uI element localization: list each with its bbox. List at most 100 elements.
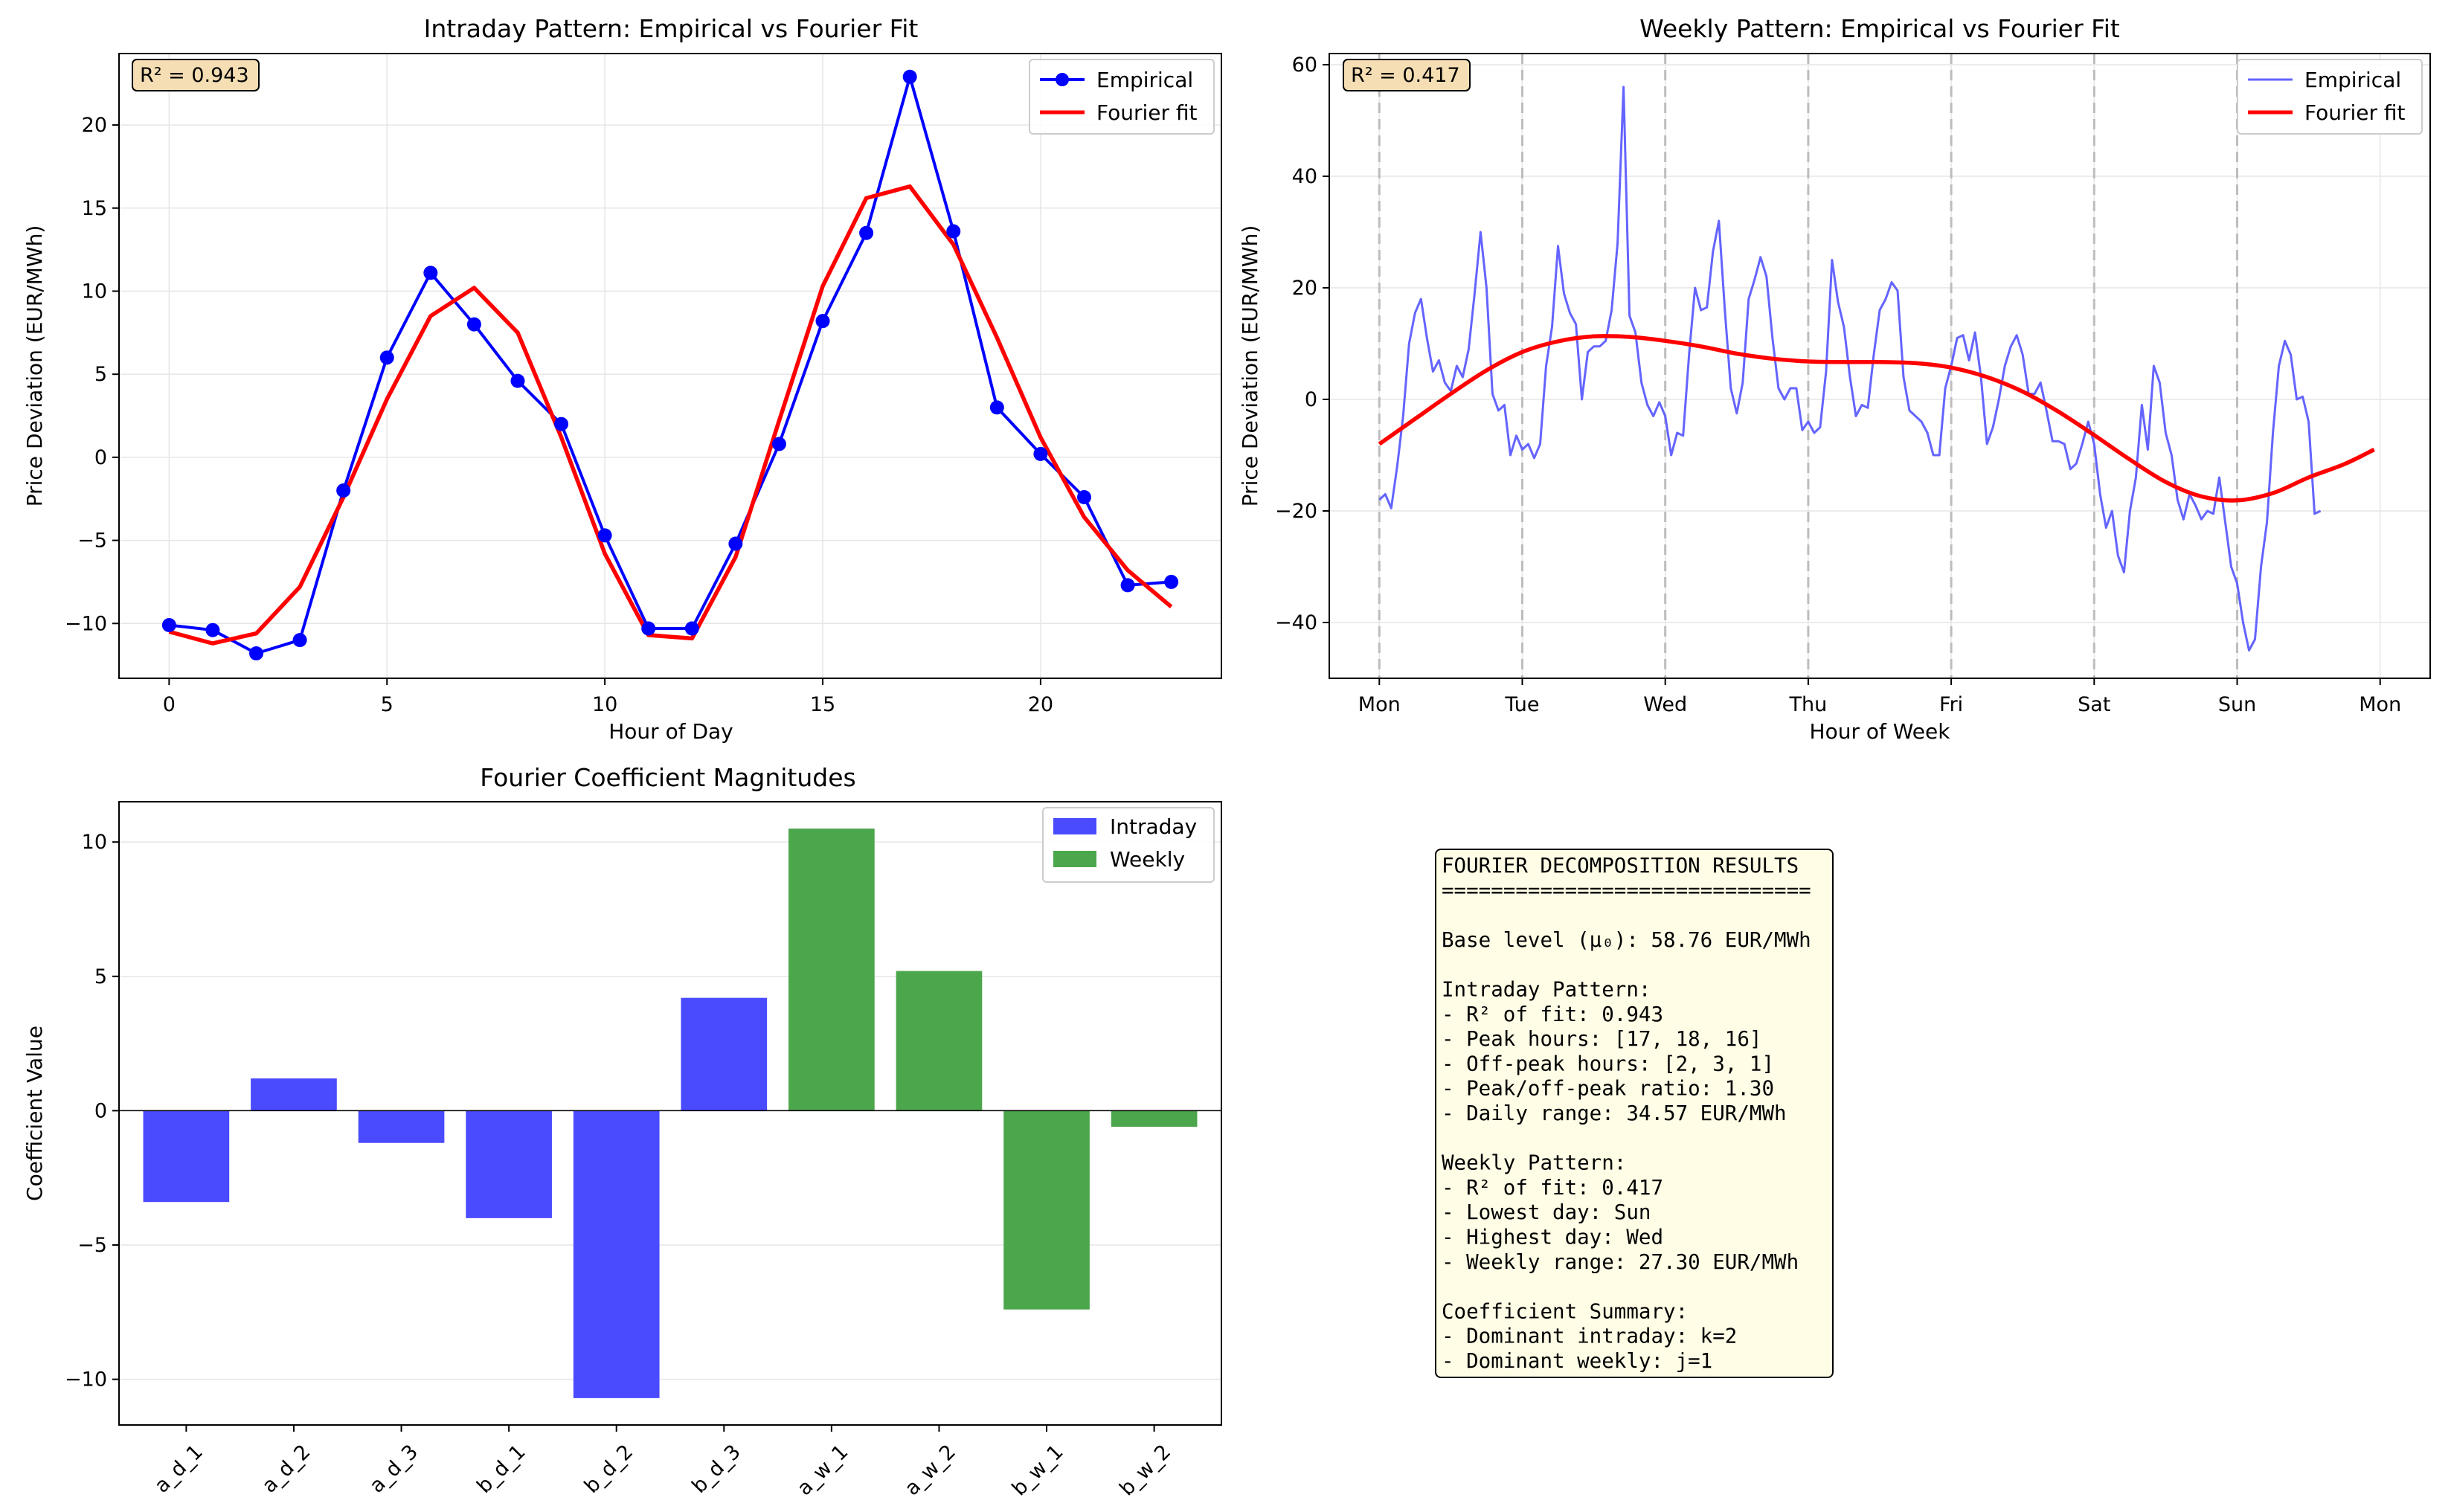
coefficient-bar-b-d-1 <box>466 1110 552 1218</box>
summary-lines: FOURIER DECOMPOSITION RESULTS===========… <box>1442 854 1811 1373</box>
weekly-legend-box <box>2237 59 2423 135</box>
weekly-legend: Empirical Fourier fit <box>2237 59 2423 135</box>
legend-empirical-marker <box>1056 73 1069 86</box>
weekly-xtick-label: Sun <box>2218 693 2256 716</box>
coefficient-bar-a-w-1 <box>788 829 875 1111</box>
weekly-ytick-label: 40 <box>1292 165 1317 188</box>
coefficient-legend: Intraday Weekly <box>1042 807 1215 883</box>
summary-box <box>1435 849 1834 1378</box>
summary-line: - Dominant weekly: j=1 <box>1442 1349 1712 1373</box>
summary-line: - R² of fit: 0.943 <box>1442 1003 1663 1026</box>
weekly-legend-empirical: Empirical <box>2304 68 2401 92</box>
intraday-grid <box>119 54 1221 678</box>
weekly-ylabel: Price Deviation (EUR/MWh) <box>1238 225 1262 507</box>
coefficient-xtick-label: b_d_3 <box>687 1441 745 1498</box>
intraday-series <box>161 69 1179 660</box>
weekly-r2-box <box>1343 59 1471 91</box>
summary-line: Intraday Pattern: <box>1442 978 1651 1002</box>
empirical-point <box>684 621 699 636</box>
empirical-point <box>466 317 481 332</box>
intraday-legend: Empirical Fourier fit <box>1029 59 1215 135</box>
empirical-point <box>336 483 351 498</box>
intraday-xtick-label: 20 <box>1028 693 1053 716</box>
weekly-ytick-label: −40 <box>1275 611 1317 634</box>
weekly-ytick-label: 0 <box>1305 388 1317 411</box>
summary-line: - R² of fit: 0.417 <box>1442 1176 1663 1200</box>
weekly-fourier-fit-line <box>1378 334 2375 503</box>
weekly-xtick-label: Wed <box>1643 693 1687 716</box>
weekly-axes-frame <box>1329 53 2431 679</box>
empirical-point <box>161 618 176 633</box>
coefficient-bar-a-d-3 <box>358 1110 445 1143</box>
weekly-xtick-label: Tue <box>1504 693 1539 716</box>
empirical-point <box>902 69 917 84</box>
weekly-r2-annotation: R² = 0.417 <box>1343 59 1471 91</box>
weekly-xtick-label: Thu <box>1789 693 1828 716</box>
intraday-r2-text: R² = 0.943 <box>140 64 249 87</box>
weekly-chart-title: Weekly Pattern: Empirical vs Fourier Fit <box>1639 14 2120 43</box>
intraday-ytick-label: 15 <box>82 197 107 220</box>
weekly-ytick-label: 60 <box>1292 54 1317 77</box>
empirical-point <box>554 416 569 431</box>
weekly-ticks: Mon Tue Wed Thu Fri Sat Sun Mon −40 −20 0 20 40 60 <box>1275 54 2401 716</box>
coefficient-xtick-label: a_d_3 <box>365 1441 423 1498</box>
empirical-point <box>641 621 656 636</box>
empirical-point <box>205 623 220 637</box>
coefficient-bar-a-w-2 <box>896 971 983 1111</box>
coefficient-xtick-label: a_d_1 <box>150 1441 208 1498</box>
empirical-point <box>815 314 830 329</box>
coefficient-bars <box>119 829 1221 1398</box>
empirical-point <box>249 646 264 660</box>
intraday-ytick-label: −5 <box>77 530 107 553</box>
summary-line: - Dominant intraday: k=2 <box>1442 1325 1737 1348</box>
coefficient-xtick-label: b_d_1 <box>472 1441 530 1498</box>
coefficient-xtick-label: a_d_2 <box>257 1441 315 1498</box>
intraday-xtick-label: 10 <box>592 693 617 716</box>
coefficient-bar-a-d-2 <box>251 1078 337 1111</box>
empirical-point <box>946 224 961 239</box>
coefficient-bar-a-d-1 <box>143 1110 230 1203</box>
summary-line: Coefficient Summary: <box>1442 1299 1688 1323</box>
intraday-ytick-label: 10 <box>82 280 107 303</box>
empirical-line <box>169 75 1172 655</box>
coefficient-legend-intraday: Intraday <box>1110 814 1197 839</box>
intraday-xtick-label: 0 <box>163 693 176 716</box>
coefficient-xtick-label: a_w_2 <box>901 1441 960 1500</box>
summary-line: - Daily range: 34.57 EUR/MWh <box>1442 1101 1787 1125</box>
weekly-empirical-line <box>1378 86 2322 652</box>
intraday-xtick-label: 15 <box>810 693 835 716</box>
coefficient-bar-b-w-1 <box>1003 1110 1090 1310</box>
weekly-ytick-label: −20 <box>1275 500 1317 523</box>
weekly-series <box>1378 86 2375 652</box>
coefficient-ytick-label: 0 <box>94 1099 107 1122</box>
fourier-fit-line <box>168 184 1173 646</box>
intraday-ytick-label: −10 <box>65 612 107 635</box>
coefficient-xtick-label: a_w_1 <box>793 1441 852 1500</box>
summary-panel: FOURIER DECOMPOSITION RESULTS===========… <box>1435 849 1834 1378</box>
coefficient-ylabel: Coefficient Value <box>22 1026 47 1201</box>
empirical-point <box>771 437 786 451</box>
intraday-ytick-label: 5 <box>94 363 107 386</box>
intraday-ticks: 0 5 10 15 20 −10 −5 0 5 10 15 20 <box>65 114 1053 716</box>
coefficient-ytick-label: −10 <box>65 1368 107 1392</box>
empirical-point <box>292 633 307 648</box>
summary-line: Base level (μ₀): 58.76 EUR/MWh <box>1442 928 1811 952</box>
summary-line: Weekly Pattern: <box>1442 1151 1626 1175</box>
coefficient-chart: Fourier Coefficient Magnitudes −10 −5 0 5 10… <box>22 763 1222 1501</box>
empirical-point <box>989 400 1004 415</box>
weekly-xtick-label: Mon <box>1358 693 1401 716</box>
summary-line: - Peak hours: [17, 18, 16] <box>1442 1027 1761 1051</box>
coefficient-ytick-label: 10 <box>82 831 107 854</box>
weekly-r2-text: R² = 0.417 <box>1351 64 1460 87</box>
intraday-ytick-label: 0 <box>94 446 107 469</box>
weekly-xtick-label: Fri <box>1939 693 1963 716</box>
weekly-ytick-label: 20 <box>1292 277 1317 300</box>
coefficient-xtick-label: b_d_2 <box>580 1441 637 1498</box>
weekly-xlabel: Hour of Week <box>1810 719 1951 744</box>
legend-weekly-swatch <box>1053 851 1096 867</box>
summary-line: FOURIER DECOMPOSITION RESULTS <box>1442 854 1799 878</box>
weekly-legend-fourier: Fourier fit <box>2304 100 2406 125</box>
weekly-xtick-label: Mon <box>2359 693 2401 716</box>
empirical-point <box>728 536 743 551</box>
summary-line: - Off-peak hours: [2, 3, 1] <box>1442 1052 1774 1075</box>
